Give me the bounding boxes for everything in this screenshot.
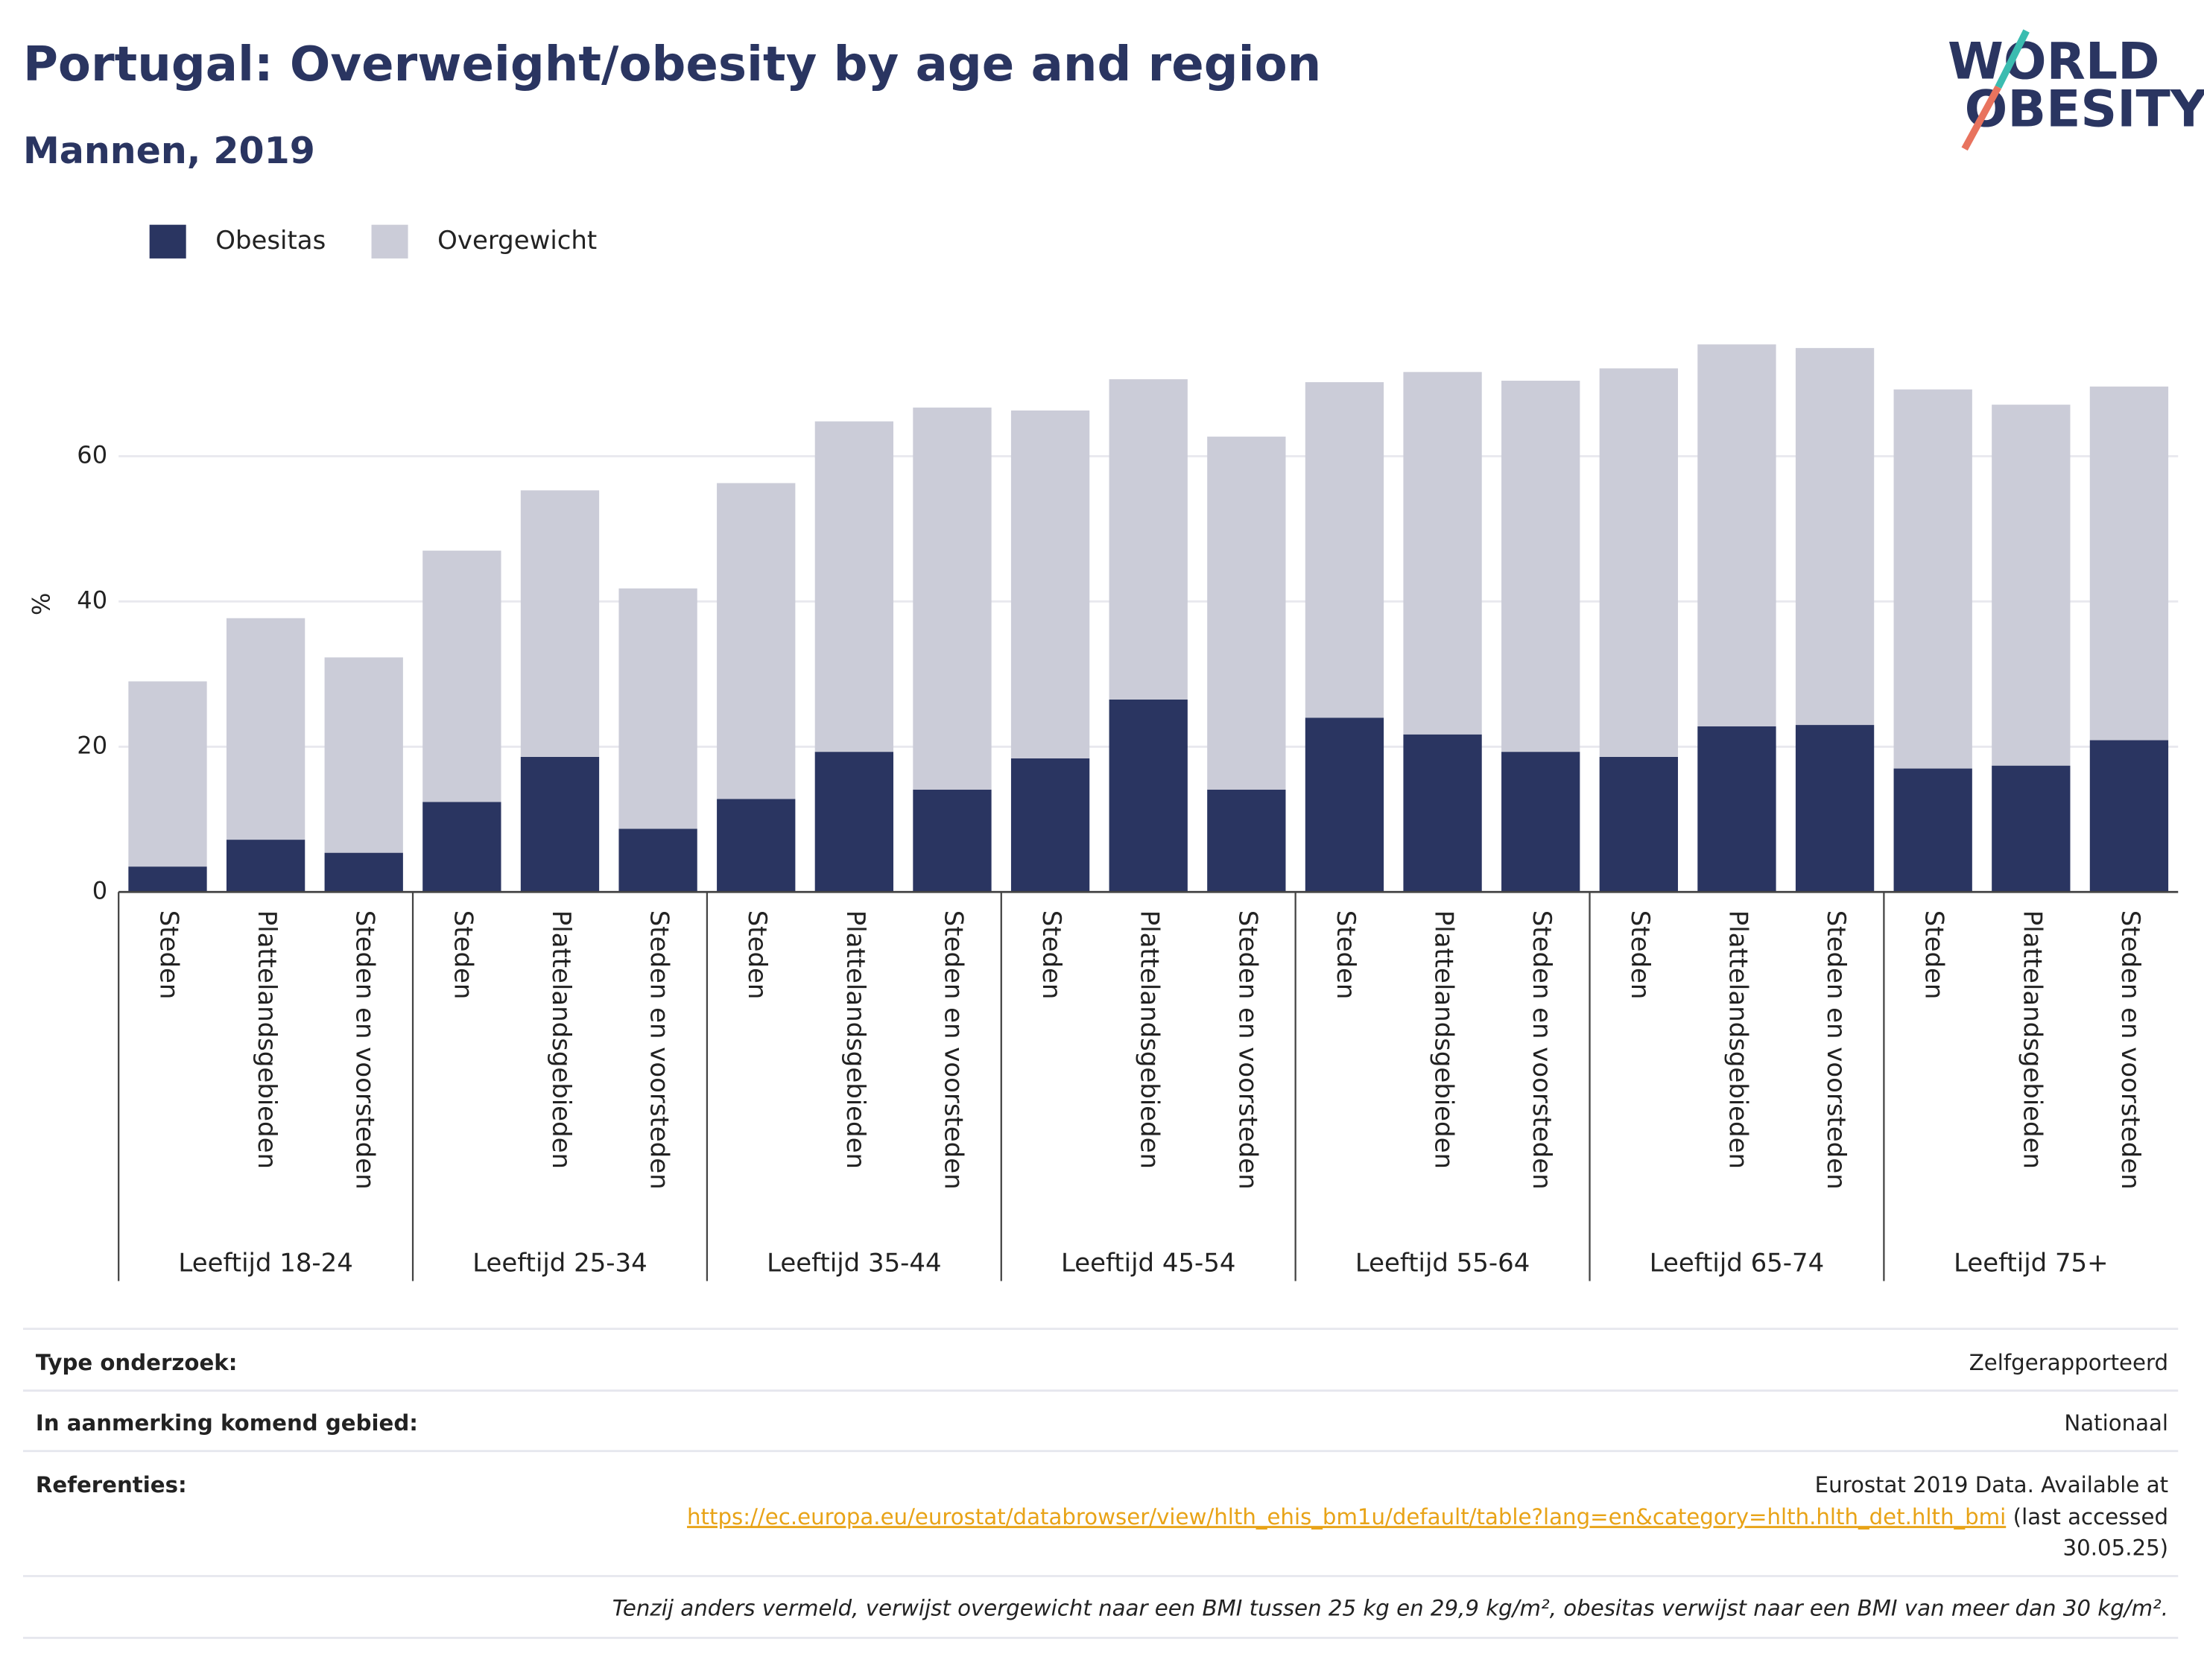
y-tick-label: 0 — [92, 876, 107, 904]
x-tick-label: Steden — [1331, 910, 1360, 1000]
logo-text: OBESITY — [1965, 80, 2204, 139]
bar-segment — [717, 483, 796, 799]
footer-rules — [22, 1328, 2179, 1639]
bar-segment — [1207, 437, 1286, 790]
bar-segment — [1795, 725, 1875, 893]
legend-label: Overgewicht — [437, 226, 597, 256]
x-tick-label: Plattelandsgebieden — [1723, 910, 1752, 1169]
bar-segment — [1010, 758, 1090, 893]
bar-segment — [226, 618, 305, 840]
bar-segment — [1697, 344, 1776, 727]
bar-segment — [1403, 372, 1482, 735]
bar-segment — [1599, 368, 1678, 757]
bar-segment — [2089, 740, 2169, 893]
x-tick-label: Steden — [1919, 910, 1948, 1000]
logo-text: WORLD — [1948, 32, 2159, 91]
bar-segment — [422, 802, 501, 893]
x-tick-label: Plattelandsgebieden — [252, 910, 281, 1169]
bar-segment — [814, 752, 894, 893]
legend-swatch — [371, 224, 408, 259]
reference-link[interactable]: https://ec.europa.eu/eurostat/databrowse… — [687, 1504, 2006, 1530]
bar-segment — [2089, 386, 2169, 741]
y-tick-label: 60 — [77, 440, 107, 469]
bar-segment — [1697, 726, 1776, 893]
x-tick-label: Steden en voorsteden — [1232, 910, 1261, 1190]
bar-segment — [1992, 765, 2071, 893]
reference-note: 30.05.25) — [2063, 1535, 2169, 1561]
footer-label: Type onderzoek: — [36, 1350, 237, 1375]
bar-segment — [520, 490, 600, 757]
x-tick-label: Steden en voorsteden — [1527, 910, 1556, 1190]
y-tick-label: 20 — [77, 731, 107, 759]
bar-segment — [324, 657, 403, 853]
bar-segment — [520, 756, 600, 893]
x-tick-label: Steden en voorsteden — [938, 910, 967, 1190]
footer-label: In aanmerking komend gebied: — [36, 1410, 418, 1436]
reference-text: Eurostat 2019 Data. Available at — [1815, 1472, 2168, 1497]
x-tick-label: Steden — [448, 910, 477, 1000]
x-tick-label: Plattelandsgebieden — [2017, 910, 2046, 1169]
bar-segment — [618, 828, 697, 893]
bar-segment — [1599, 756, 1678, 893]
bar-segment — [618, 588, 697, 829]
legend-swatch — [149, 224, 186, 259]
bar-segment — [1501, 381, 1580, 752]
bar-segment — [1795, 348, 1875, 726]
bar-segment — [814, 421, 894, 752]
x-tick-label: Steden en voorsteden — [2115, 910, 2144, 1190]
group-label: Leeftijd 55-64 — [1355, 1249, 1530, 1278]
bar-segment — [1992, 405, 2071, 766]
y-axis-label: % — [27, 593, 55, 615]
x-tick-label: Steden — [153, 910, 183, 1000]
x-tick-label: Steden en voorsteden — [350, 910, 379, 1190]
footer-value: Zelfgerapporteerd — [1969, 1350, 2168, 1375]
bar-segment — [1403, 734, 1482, 893]
bar-segment — [128, 681, 207, 867]
x-tick-label: Steden en voorsteden — [645, 910, 674, 1190]
bar-segment — [1501, 752, 1580, 893]
bar-segment — [913, 408, 992, 790]
footer-value: Nationaal — [2064, 1410, 2168, 1436]
bar-segment — [324, 852, 403, 893]
bar-segment — [1109, 699, 1188, 893]
bar-segment — [226, 840, 305, 893]
y-tick-label: 40 — [77, 586, 107, 614]
group-label: Leeftijd 35-44 — [767, 1249, 941, 1278]
bar-segment — [913, 789, 992, 893]
bar-segment — [128, 866, 207, 893]
group-label: Leeftijd 25-34 — [472, 1249, 647, 1278]
group-label: Leeftijd 75+ — [1954, 1249, 2108, 1278]
x-tick-label: Steden en voorsteden — [1821, 910, 1850, 1190]
bar-segment — [1109, 379, 1188, 700]
logo-slash — [1961, 85, 2002, 151]
x-tick-label: Steden — [1036, 910, 1065, 1000]
bar-segment — [1305, 381, 1384, 718]
bar-segment — [1207, 789, 1286, 893]
footer-label: Referenties: — [36, 1472, 187, 1497]
bar-segment — [717, 799, 796, 893]
group-label: Leeftijd 45-54 — [1061, 1249, 1235, 1278]
x-tick-label: Plattelandsgebieden — [546, 910, 575, 1169]
group-label: Leeftijd 65-74 — [1650, 1249, 1824, 1278]
x-tick-label: Steden — [1625, 910, 1654, 1000]
x-tick-label: Plattelandsgebieden — [1429, 910, 1458, 1169]
group-label: Leeftijd 18-24 — [178, 1249, 352, 1278]
reference-line: https://ec.europa.eu/eurostat/databrowse… — [687, 1504, 2168, 1530]
bar-segment — [422, 551, 501, 802]
x-tick-label: Plattelandsgebieden — [840, 910, 870, 1169]
x-tick-label: Steden — [742, 910, 771, 1000]
logo-slash — [1995, 29, 2030, 89]
reference-note: (last accessed — [2013, 1504, 2168, 1530]
legend-label: Obesitas — [215, 226, 326, 256]
chart-title: Portugal: Overweight/obesity by age and … — [23, 37, 1321, 92]
bar-segment — [1893, 768, 1972, 893]
bar-segment — [1010, 410, 1090, 758]
footnote: Tenzij anders vermeld, verwijst overgewi… — [612, 1596, 2168, 1621]
x-tick-label: Plattelandsgebieden — [1135, 910, 1164, 1169]
chart-subtitle: Mannen, 2019 — [23, 129, 315, 172]
bar-segment — [1305, 717, 1384, 893]
bar-segment — [1893, 389, 1972, 769]
